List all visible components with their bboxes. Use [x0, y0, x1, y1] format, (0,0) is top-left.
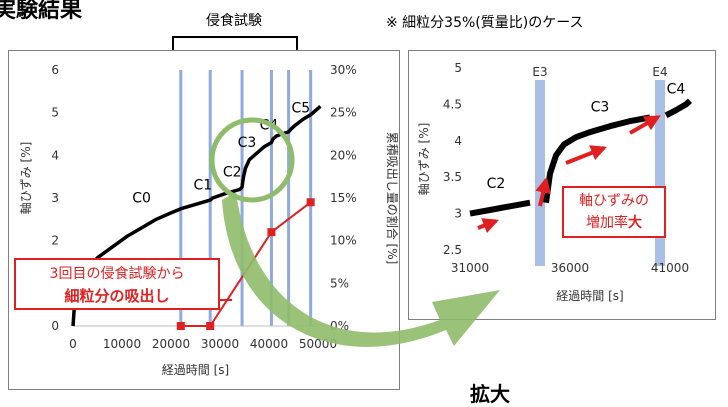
main-x-tick: 20000 [152, 337, 190, 351]
suction-callout-line1: 3回目の侵食試験から [49, 266, 185, 282]
main-y2-tick: 25% [330, 106, 357, 120]
main-segment-label: C0 [132, 190, 151, 206]
strain-rate-callout: 軸ひずみの 増加率大 [562, 186, 666, 238]
main-y-tick: 0 [51, 319, 59, 333]
zoom-x-tick: 41000 [651, 261, 689, 275]
zoom-erosion-bar-e3 [535, 80, 545, 266]
zoom-segment-label: C2 [487, 176, 506, 192]
erosion-test-label: 侵食試験 [206, 13, 262, 29]
page-title: 実験結果 [0, 0, 83, 23]
main-y2-tick: 15% [330, 191, 357, 205]
main-y-axis-label: 軸ひずみ [%] [19, 142, 33, 215]
zoom-strain-segment-2 [543, 114, 651, 204]
zoom-erosion-label: E3 [532, 65, 547, 79]
main-erosion-bar-4 [269, 70, 273, 326]
strain-rate-callout-line2: 増加率大 [564, 212, 664, 234]
main-erosion-bar-6 [309, 70, 313, 326]
main-segment-label: C3 [238, 135, 257, 151]
main-y-tick: 6 [51, 63, 59, 77]
zoom-segment-label: C3 [591, 100, 610, 116]
zoom-arrow-icon [222, 192, 500, 347]
main-erosion-bar-1 [179, 70, 183, 326]
zoom-x-tick: 36000 [551, 261, 589, 275]
zoom-y-tick: 3.5 [443, 170, 462, 184]
suction-point [206, 322, 215, 330]
zoom-segment-label: C4 [667, 81, 686, 97]
zoom-x-axis-label: 経過時間 [s] [556, 289, 623, 303]
zoom-erosion-label: E4 [652, 65, 667, 79]
strain-rate-callout-pre: 増加率 [586, 215, 628, 231]
suction-point [176, 322, 185, 330]
chart-canvas: 0100002000030000400005000001234560%5%10%… [19, 61, 693, 377]
increase-arrow-icon [565, 145, 607, 165]
erosion-test-bracket [172, 36, 298, 50]
main-x-tick: 40000 [250, 337, 288, 351]
zoom-strain-segment-3 [664, 98, 693, 118]
main-x-tick: 10000 [103, 337, 141, 351]
zoom-y-tick: 5 [454, 61, 462, 75]
main-y-tick: 2 [51, 234, 59, 248]
main-y2-tick: 20% [330, 148, 357, 162]
suction-callout: 3回目の侵食試験から 細粒分の吸出し [14, 258, 220, 310]
strain-rate-callout-bold: 大 [628, 215, 642, 231]
zoom-y-tick: 4 [454, 134, 462, 148]
main-chart-frame [8, 50, 400, 390]
suction-callout-line2: 細粒分の吸出し [64, 287, 170, 305]
main-x-tick: 0 [69, 337, 77, 351]
main-y2-tick: 10% [330, 234, 357, 248]
zoom-erosion-bar-e4 [655, 80, 665, 266]
suction-point [306, 198, 315, 207]
main-erosion-bar-5 [287, 70, 291, 326]
suction-series-line [180, 201, 312, 327]
main-y-tick: 5 [51, 106, 59, 120]
case-note: ※ 細粒分35%(質量比)のケース [386, 15, 584, 31]
main-x-tick: 30000 [201, 337, 239, 351]
strain-rate-callout-line1: 軸ひずみの [579, 193, 649, 209]
zoom-y-tick: 3 [454, 207, 462, 221]
main-segment-label: C1 [194, 177, 213, 193]
suction-point [267, 228, 276, 237]
zoom-label: 拡大 [470, 382, 510, 406]
zoom-y-tick: 2.5 [443, 243, 462, 257]
main-y2-tick: 30% [330, 63, 357, 77]
main-segment-label: C2 [223, 165, 242, 181]
increase-arrow-icon [629, 115, 661, 135]
strain-series-line [71, 104, 322, 327]
zoom-circle [209, 117, 295, 203]
increase-arrow-icon [535, 176, 551, 207]
main-x-axis-label: 経過時間 [s] [162, 363, 229, 377]
zoom-x-tick: 31000 [451, 261, 489, 275]
main-y-tick: 4 [51, 148, 59, 162]
zoom-y-tick: 4.5 [443, 97, 462, 111]
main-y-tick: 3 [51, 191, 59, 205]
main-segment-label: C5 [292, 101, 311, 117]
zoom-chart-frame [408, 50, 716, 320]
main-y2-axis-label: 累積吸出し量の割合 [%] [385, 132, 400, 265]
increase-arrow-icon [477, 218, 499, 234]
main-y2-tick: 5% [330, 276, 349, 290]
zoom-strain-segment-1 [469, 199, 531, 217]
zoom-y-axis-label: 軸ひずみ [%] [417, 123, 431, 196]
